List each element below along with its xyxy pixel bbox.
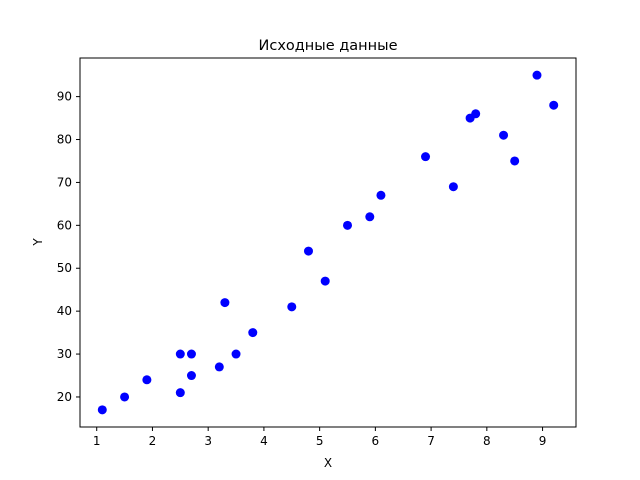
data-point (142, 375, 152, 385)
data-point (320, 276, 330, 286)
y-tick-label: 80 (57, 133, 72, 147)
data-point (120, 392, 130, 402)
x-tick-label: 4 (260, 434, 268, 448)
x-axis-label: X (324, 456, 332, 470)
data-point (248, 328, 258, 338)
data-point (549, 100, 559, 110)
x-tick-label: 1 (93, 434, 101, 448)
data-point (510, 156, 520, 166)
x-axis-ticks: 1 2 3 4 5 6 7 8 9 (93, 427, 546, 448)
points-layer (97, 70, 559, 415)
data-point (175, 349, 185, 359)
x-tick-label: 7 (427, 434, 435, 448)
x-tick-label: 8 (483, 434, 491, 448)
data-point (186, 349, 196, 359)
x-tick-label: 3 (204, 434, 212, 448)
y-tick-label: 20 (57, 390, 72, 404)
y-tick-label: 50 (57, 261, 72, 275)
data-point (421, 152, 431, 162)
plot-frame (79, 57, 577, 428)
data-point (365, 212, 375, 222)
y-tick-label: 90 (57, 90, 72, 104)
y-axis-ticks: 20 30 40 50 60 70 80 90 (57, 90, 80, 404)
y-tick-label: 30 (57, 347, 72, 361)
data-point (448, 182, 458, 192)
y-tick-label: 70 (57, 175, 72, 189)
x-tick-label: 9 (539, 434, 547, 448)
chart-title: Исходные данные (259, 38, 398, 54)
data-point (186, 371, 196, 381)
x-tick-label: 2 (149, 434, 157, 448)
data-point (214, 362, 224, 372)
data-point (231, 349, 241, 359)
data-point (499, 130, 509, 140)
x-tick-label: 5 (316, 434, 324, 448)
data-point (175, 388, 185, 398)
data-point (97, 405, 107, 415)
y-axis-label: Y (31, 238, 45, 247)
data-point (220, 298, 230, 308)
data-point (303, 246, 313, 256)
data-point (287, 302, 297, 312)
y-tick-label: 40 (57, 304, 72, 318)
data-point (532, 70, 542, 80)
data-point (471, 109, 481, 119)
x-tick-label: 6 (372, 434, 380, 448)
y-tick-label: 60 (57, 218, 72, 232)
data-point (343, 220, 353, 230)
data-point (376, 190, 386, 200)
